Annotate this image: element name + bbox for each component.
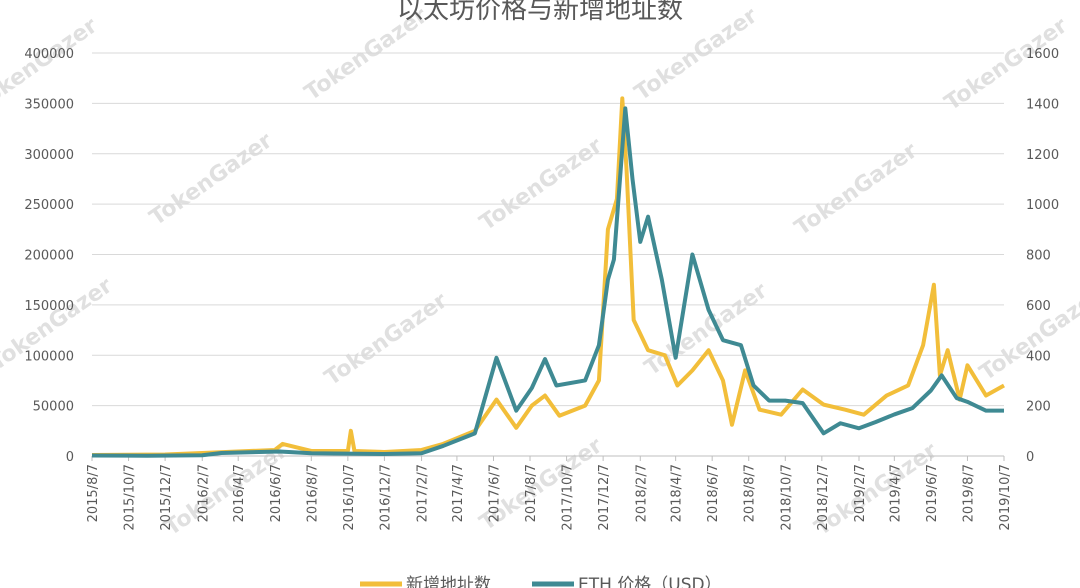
right-tick-label: 0 bbox=[1026, 450, 1034, 465]
legend-label-addresses: 新增地址数 bbox=[406, 575, 491, 588]
x-tick-label: 2019/10/7 bbox=[998, 464, 1013, 531]
left-tick-label: 0 bbox=[66, 450, 74, 465]
right-tick-label: 1600 bbox=[1026, 47, 1059, 62]
left-tick-label: 350000 bbox=[24, 97, 74, 112]
series-line-eth-price bbox=[91, 106, 1004, 458]
x-tick-label: 2016/6/7 bbox=[269, 464, 284, 522]
x-tick-label: 2018/4/7 bbox=[670, 464, 685, 522]
right-tick-label: 200 bbox=[1026, 400, 1051, 415]
series-line-new-addresses bbox=[91, 96, 1005, 457]
x-tick-label: 2017/6/7 bbox=[487, 464, 502, 522]
legend-label-eth-price: ETH 价格（USD） bbox=[578, 575, 722, 588]
watermark-text: TokenGazer bbox=[320, 288, 452, 391]
x-tick-label: 2017/8/7 bbox=[524, 464, 539, 522]
watermark-text: TokenGazer bbox=[475, 133, 607, 236]
x-tick-label: 2019/8/7 bbox=[961, 464, 976, 522]
left-tick-label: 400000 bbox=[24, 47, 74, 62]
x-tick-label: 2017/10/7 bbox=[561, 464, 576, 531]
x-tick-label: 2016/10/7 bbox=[342, 464, 357, 531]
x-tick-label: 2018/2/7 bbox=[634, 464, 649, 522]
x-tick-label: 2016/12/7 bbox=[378, 464, 393, 531]
x-tick-label: 2019/2/7 bbox=[853, 464, 868, 522]
watermarks: TokenGazer TokenGazer TokenGazer TokenGazer… bbox=[0, 3, 1080, 541]
x-tick-label: 2019/6/7 bbox=[925, 464, 940, 522]
x-tick-label: 2017/12/7 bbox=[597, 464, 612, 531]
x-tick-label: 2016/2/7 bbox=[196, 464, 211, 522]
x-tick-label: 2019/4/7 bbox=[888, 464, 903, 522]
x-tick-label: 2018/12/7 bbox=[816, 464, 831, 531]
watermark-text: TokenGazer bbox=[640, 278, 772, 381]
right-tick-label: 800 bbox=[1026, 249, 1051, 264]
gridlines bbox=[92, 52, 1004, 457]
right-tick-label: 400 bbox=[1026, 349, 1051, 364]
series-lines bbox=[91, 96, 1005, 458]
x-tick-label: 2015/10/7 bbox=[123, 464, 138, 531]
right-tick-label: 1000 bbox=[1026, 198, 1059, 213]
x-tick-label: 2017/4/7 bbox=[451, 464, 466, 522]
left-tick-label: 200000 bbox=[24, 249, 74, 264]
legend: 新增地址数 ETH 价格（USD） bbox=[360, 575, 722, 588]
left-axis-ticks: 0 50000 100000 150000 200000 250000 300000 3500… bbox=[24, 47, 74, 465]
right-tick-label: 1200 bbox=[1026, 148, 1059, 163]
x-tick-label: 2018/6/7 bbox=[706, 464, 721, 522]
x-tick-label: 2016/8/7 bbox=[305, 464, 320, 522]
x-tick-label: 2015/12/7 bbox=[159, 464, 174, 531]
x-tick-label: 2017/2/7 bbox=[416, 464, 431, 522]
left-tick-label: 250000 bbox=[24, 198, 74, 213]
chart-title: 以太坊价格与新增地址数 bbox=[397, 0, 683, 25]
x-tick-label: 2018/8/7 bbox=[743, 464, 758, 522]
x-axis-ticks: 2015/8/7 2015/10/7 2015/12/7 2016/2/7 2016/4… bbox=[86, 456, 1013, 531]
watermark-text: TokenGazer bbox=[145, 128, 277, 231]
left-tick-label: 100000 bbox=[24, 349, 74, 364]
x-tick-label: 2015/8/7 bbox=[86, 464, 101, 522]
right-axis-ticks: 0 200 400 600 800 1000 1200 1400 1600 bbox=[1026, 47, 1059, 465]
right-tick-label: 1400 bbox=[1026, 97, 1059, 112]
right-tick-label: 600 bbox=[1026, 299, 1051, 314]
left-tick-label: 150000 bbox=[24, 299, 74, 314]
x-tick-label: 2016/4/7 bbox=[232, 464, 247, 522]
left-tick-label: 50000 bbox=[33, 400, 74, 415]
left-tick-label: 300000 bbox=[24, 148, 74, 163]
x-tick-label: 2018/10/7 bbox=[779, 464, 794, 531]
